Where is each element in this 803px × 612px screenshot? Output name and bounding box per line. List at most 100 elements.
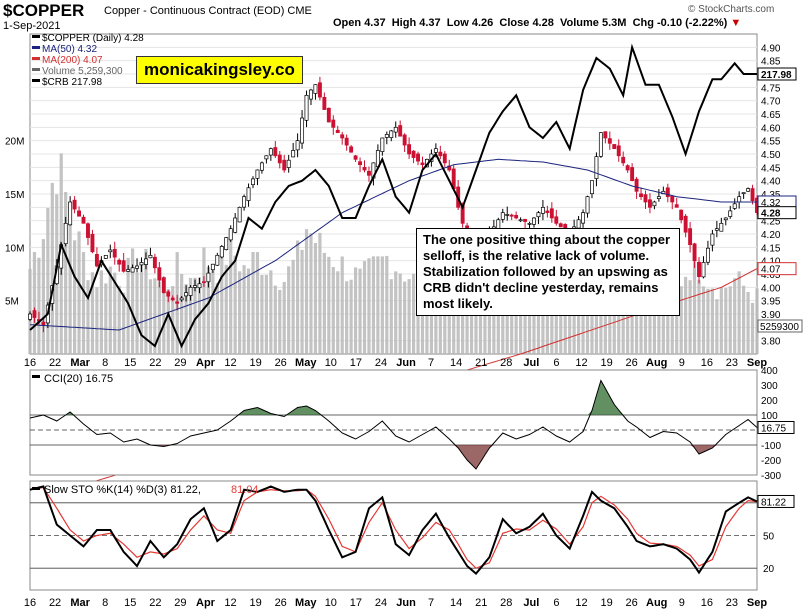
stockcharts-brand[interactable]: © StockCharts.com (688, 4, 775, 15)
candle-body (741, 192, 746, 195)
x-tick-label: May (295, 597, 317, 609)
candle-body (398, 125, 403, 137)
candle-body (384, 134, 389, 138)
candle-body (28, 313, 32, 320)
candle-body (32, 310, 37, 318)
candle-body (291, 150, 296, 158)
volume-bar (510, 278, 514, 354)
volume-bar (563, 283, 567, 354)
volume-bar (104, 283, 108, 354)
candle-body (540, 206, 545, 214)
candle-body (723, 217, 728, 221)
volume-bar (385, 255, 389, 354)
volume-bar (273, 285, 277, 354)
volume-bar (742, 285, 746, 354)
price-tick-label: 4.50 (761, 150, 781, 161)
high-value: 4.37 (419, 17, 441, 29)
candle-body (688, 228, 693, 246)
candle-body (634, 178, 639, 192)
volume-bar (287, 266, 291, 354)
candle-body (411, 150, 416, 158)
candle-body (130, 267, 135, 273)
legend-entry: MA(50) 4.32 (42, 44, 97, 55)
candle-body (179, 297, 184, 301)
sto-d-value: 81.04 (231, 484, 259, 496)
candle-body (616, 145, 621, 157)
legend-swatch (32, 57, 40, 60)
volume-bar (162, 285, 166, 354)
candle-body (701, 262, 706, 278)
price-tag: 4.28 (761, 209, 781, 220)
x-tick-label: 23 (726, 357, 738, 369)
volume-bar (32, 252, 37, 354)
x-tick-label: 16 (701, 597, 713, 609)
candle-body (103, 254, 108, 259)
volume-bar (246, 268, 251, 354)
volume-bar (407, 279, 411, 354)
volume-bar (166, 289, 170, 354)
price-tick-label: 4.45 (761, 163, 781, 174)
volume-bar (296, 240, 300, 354)
candle-body (407, 144, 412, 155)
candle-body (282, 159, 287, 171)
x-tick-label: 10 (325, 597, 337, 609)
candle-body (576, 219, 581, 229)
volume-bar (750, 302, 755, 354)
candle-body (710, 233, 715, 246)
volume-bar (193, 277, 197, 354)
candle-body (621, 156, 626, 164)
price-tick-label: 4.85 (761, 57, 781, 68)
open-label: Open (333, 17, 362, 29)
sto-legend-swatch (32, 487, 40, 490)
x-tick-label: 14 (450, 597, 462, 609)
volume-bar (282, 281, 286, 354)
stochastic-panel: 50 20 Slow STO %K(14) %D(3) 81.22, 81.04 81.… (24, 480, 795, 609)
volume-bar (380, 256, 384, 354)
candle-body (590, 180, 594, 195)
volume-bar (95, 287, 99, 354)
candle-body (121, 260, 126, 272)
candle-body (161, 277, 166, 294)
x-tick-label: 26 (626, 357, 638, 369)
candle-body (349, 146, 354, 153)
volume-bar (447, 279, 451, 354)
volume-bar (135, 272, 139, 354)
volume-bar (291, 259, 295, 354)
volume-bar (706, 288, 710, 354)
close-value: 4.28 (532, 17, 554, 29)
candle-body (746, 188, 751, 192)
volume-bar (73, 240, 77, 354)
x-tick-label: May (295, 357, 317, 369)
watermark-badge: monicakingsley.co (136, 56, 303, 84)
volume-bar (594, 282, 599, 354)
candle-body (175, 301, 180, 304)
candle-body (144, 258, 148, 265)
change-value: -0.10 (-2.22%) (657, 17, 728, 29)
volume-bar (264, 274, 268, 354)
cci-tick-label: -300 (761, 471, 781, 482)
candle-body (63, 222, 68, 245)
candle-body (692, 243, 697, 262)
price-tick-label: 3.90 (761, 310, 781, 321)
price-tag: 217.98 (761, 70, 792, 81)
candle-body (233, 217, 238, 233)
x-tick-label: 26 (275, 357, 287, 369)
cci-tag: 16.75 (761, 423, 786, 434)
price-tag: 4.07 (761, 265, 781, 276)
volume-bar (77, 231, 81, 354)
x-tick-label: 12 (575, 597, 587, 609)
candle-body (527, 222, 532, 225)
volume-bar (581, 289, 585, 354)
volume-value: 5.3M (601, 17, 627, 29)
candle-body (639, 193, 643, 198)
volume-bar (309, 233, 313, 354)
volume-bar (684, 276, 688, 354)
x-tick-label: Jun (396, 357, 416, 369)
candle-body (331, 119, 336, 128)
candle-body (393, 126, 398, 133)
candle-body (683, 215, 688, 233)
volume-bar (376, 256, 380, 354)
candle-body (367, 170, 371, 176)
candle-body (237, 206, 242, 223)
